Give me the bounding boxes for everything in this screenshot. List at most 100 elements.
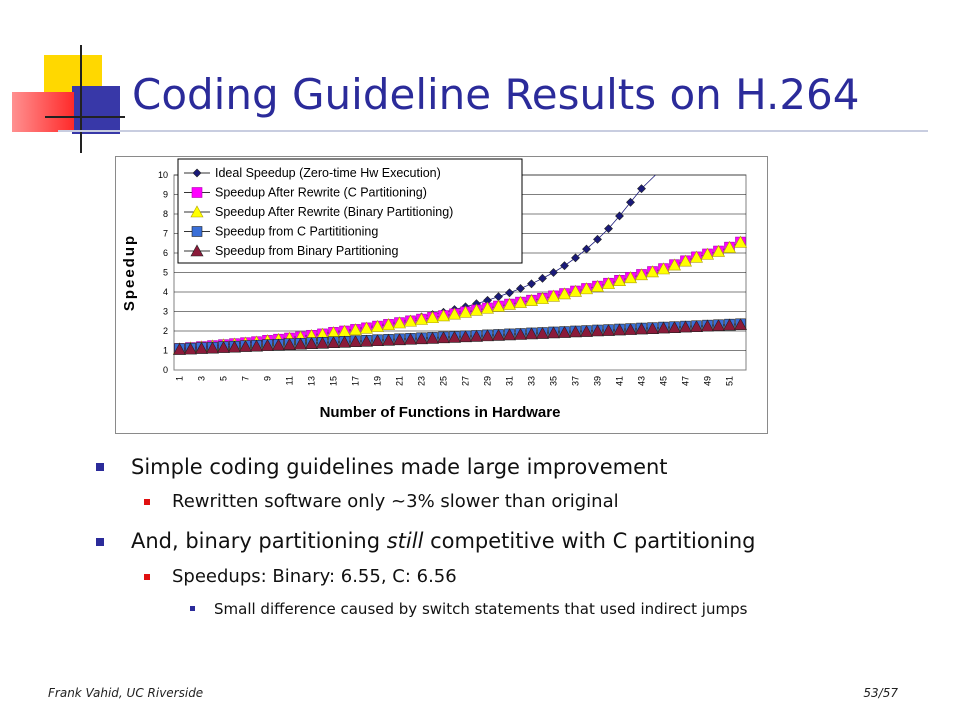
- y-tick-label: 9: [163, 190, 168, 200]
- legend-label: Ideal Speedup (Zero-time Hw Execution): [215, 166, 441, 180]
- data-point: [392, 333, 407, 346]
- data-point: [626, 197, 635, 207]
- data-point: [505, 288, 514, 298]
- data-point: [524, 293, 539, 306]
- data-point: [458, 305, 473, 318]
- x-tick-label: 17: [351, 376, 361, 386]
- data-point: [722, 240, 737, 253]
- data-point: [447, 307, 462, 320]
- data-point: [469, 303, 484, 316]
- y-axis-label: Speedup: [121, 234, 138, 311]
- data-point: [590, 279, 605, 292]
- bullet-text: Speedups: Binary: 6.55, C: 6.56: [172, 566, 457, 587]
- x-tick-label: 19: [373, 376, 383, 386]
- data-point: [194, 341, 209, 354]
- decor-red-square: [12, 92, 74, 132]
- legend-label: Speedup After Rewrite (Binary Partitioni…: [215, 205, 453, 219]
- data-point: [348, 323, 363, 336]
- x-tick-label: 37: [571, 376, 581, 386]
- bullet-text-part: competitive with C partitioning: [423, 529, 756, 553]
- data-point: [403, 314, 418, 327]
- x-tick-label: 45: [659, 376, 669, 386]
- data-point: [282, 338, 297, 350]
- legend-box: [177, 158, 523, 264]
- bullet-text: Rewritten software only ~3% slower than …: [172, 491, 619, 512]
- legend-marker: [191, 226, 203, 237]
- data-point: [172, 342, 187, 355]
- y-tick-label: 1: [163, 346, 168, 356]
- x-tick-label: 13: [307, 376, 317, 386]
- data-point: [722, 318, 737, 331]
- x-tick-label: 31: [505, 376, 515, 386]
- data-point: [557, 325, 572, 338]
- data-point: [359, 321, 374, 334]
- data-point: [216, 340, 231, 353]
- y-tick-label: 4: [163, 287, 168, 297]
- data-point: [436, 331, 451, 344]
- x-tick-label: 29: [483, 376, 493, 386]
- legend-marker: [191, 187, 203, 198]
- data-point: [249, 339, 264, 352]
- data-point: [491, 299, 506, 312]
- footer-page-number: 53/57: [863, 686, 898, 700]
- data-point: [381, 333, 396, 346]
- y-tick-label: 2: [163, 326, 168, 336]
- x-tick-label: 1: [175, 376, 185, 381]
- data-point: [436, 309, 451, 322]
- series-line: [179, 241, 741, 350]
- data-point: [238, 339, 253, 352]
- series-line-extension: [641, 174, 656, 189]
- data-point: [359, 334, 374, 347]
- data-point: [634, 268, 649, 281]
- legend-marker: [190, 205, 204, 218]
- data-point: [700, 247, 715, 260]
- title-divider: [58, 130, 928, 132]
- data-point: [326, 336, 341, 348]
- x-tick-label: 7: [241, 376, 251, 381]
- x-tick-label: 39: [593, 376, 603, 386]
- bullet-marker: [144, 574, 150, 580]
- x-tick-label: 51: [725, 376, 735, 386]
- data-point: [557, 287, 572, 300]
- data-point: [733, 235, 748, 248]
- data-point: [612, 274, 627, 286]
- x-tick-label: 11: [285, 376, 295, 385]
- footer-author: Frank Vahid, UC Riverside: [48, 686, 204, 700]
- data-point: [678, 254, 693, 267]
- x-tick-label: 43: [637, 376, 647, 386]
- data-point: [304, 337, 319, 349]
- x-tick-label: 9: [263, 376, 273, 381]
- data-point: [678, 320, 693, 333]
- decor-vertical-line: [80, 45, 82, 153]
- x-axis-label: Number of Functions in Hardware: [320, 404, 561, 421]
- data-point: [458, 330, 473, 343]
- data-point: [227, 340, 242, 353]
- data-point: [315, 336, 330, 349]
- data-point: [535, 292, 550, 304]
- data-point: [414, 312, 429, 325]
- data-point: [656, 262, 671, 275]
- y-tick-label: 8: [163, 209, 168, 219]
- bullet-text: Small difference caused by switch statem…: [214, 600, 748, 618]
- data-point: [593, 234, 602, 244]
- x-tick-label: 21: [395, 376, 405, 386]
- data-point: [260, 338, 275, 351]
- data-point: [502, 328, 517, 341]
- legend-label: Speedup After Rewrite (C Partitioning): [215, 186, 427, 200]
- data-point: [502, 297, 517, 310]
- bullet-text-part: And, binary partitioning: [131, 529, 387, 553]
- data-point: [667, 321, 682, 333]
- legend-label: Speedup from Binary Partitioning: [215, 244, 398, 258]
- x-tick-label: 3: [197, 376, 207, 381]
- data-point: [645, 322, 660, 334]
- bullet-text: Simple coding guidelines made large impr…: [131, 455, 668, 479]
- data-point: [403, 332, 418, 345]
- data-point: [425, 331, 440, 344]
- data-point: [348, 335, 363, 348]
- data-point: [604, 224, 613, 234]
- data-point: [601, 323, 616, 336]
- y-tick-label: 10: [158, 170, 168, 180]
- data-point: [381, 318, 396, 331]
- data-point: [582, 244, 591, 254]
- y-tick-label: 6: [163, 248, 168, 258]
